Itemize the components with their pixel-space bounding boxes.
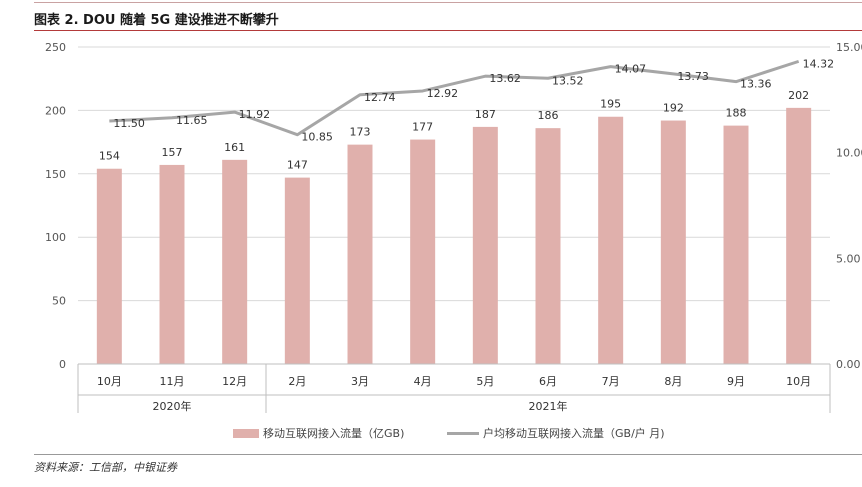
line-data-label: 11.65 bbox=[176, 114, 208, 127]
y-left-tick-label: 250 bbox=[45, 41, 66, 54]
axes: 0 50 100 150 200 250 0.00 5.00 10.00 15.00 10月 11月 1… bbox=[45, 41, 862, 413]
bottom-rule bbox=[34, 454, 862, 455]
bar-data-label: 157 bbox=[162, 146, 183, 159]
line-data-label: 12.92 bbox=[427, 87, 459, 100]
x-tick-label: 10月 bbox=[97, 375, 122, 388]
x-group-label: 2021年 bbox=[529, 399, 568, 413]
y-left-tick-label: 150 bbox=[45, 168, 66, 181]
line-path bbox=[109, 59, 800, 137]
y-left-tick-label: 50 bbox=[52, 295, 66, 308]
figure-title: 图表 2. DOU 随着 5G 建设推进不断攀升 bbox=[34, 13, 279, 28]
bar bbox=[284, 177, 310, 364]
x-tick-label: 9月 bbox=[727, 375, 745, 388]
line-data-labels: 11.50 11.65 11.92 10.85 12.74 12.92 13.62 13.52… bbox=[113, 57, 834, 143]
legend-bar-label: 移动互联网接入流量（亿GB) bbox=[263, 426, 404, 440]
line-data-label: 14.32 bbox=[803, 57, 835, 70]
bar-data-labels: 154 157 161 147 173 177 187 186 195 192 188 202 bbox=[99, 89, 809, 172]
y-right-tick-label: 0.00 bbox=[836, 358, 861, 371]
y-left-tick-label: 200 bbox=[45, 104, 66, 117]
line-data-label: 13.73 bbox=[677, 70, 709, 83]
line-data-label: 14.07 bbox=[615, 63, 647, 76]
bar bbox=[598, 116, 624, 365]
bar-data-label: 161 bbox=[224, 141, 245, 154]
bar-data-label: 187 bbox=[475, 108, 496, 121]
bar-data-label: 192 bbox=[663, 102, 684, 115]
bar bbox=[535, 128, 561, 364]
bar-series bbox=[96, 107, 812, 365]
bar bbox=[222, 159, 248, 364]
bar bbox=[786, 107, 812, 364]
x-tick-label: 2月 bbox=[288, 375, 306, 388]
bar-data-label: 195 bbox=[600, 98, 621, 111]
x-tick-label: 7月 bbox=[602, 375, 620, 388]
line-data-label: 13.36 bbox=[740, 78, 772, 91]
x-tick-label: 3月 bbox=[351, 375, 369, 388]
x-tick-label: 11月 bbox=[160, 375, 185, 388]
line-data-label: 13.52 bbox=[552, 74, 584, 87]
x-tick-label: 6月 bbox=[539, 375, 557, 388]
y-left-tick-label: 100 bbox=[45, 231, 66, 244]
bar bbox=[96, 168, 122, 364]
x-tick-label: 10月 bbox=[786, 375, 811, 388]
x-tick-label: 4月 bbox=[414, 375, 432, 388]
line-series bbox=[109, 59, 800, 137]
bar-data-label: 188 bbox=[726, 107, 747, 120]
bar-data-label: 147 bbox=[287, 159, 308, 172]
bar bbox=[159, 164, 185, 364]
y-left-tick-label: 0 bbox=[59, 358, 66, 371]
legend: 移动互联网接入流量（亿GB) 户均移动互联网接入流量（GB/户 月) bbox=[233, 426, 665, 440]
line-data-label: 13.62 bbox=[489, 72, 521, 85]
y-right-tick-label: 15.00 bbox=[836, 41, 862, 54]
top-rule bbox=[34, 2, 862, 3]
y-right-tick-label: 10.00 bbox=[836, 147, 862, 160]
line-data-label: 10.85 bbox=[301, 131, 333, 144]
bar-data-label: 202 bbox=[788, 89, 809, 102]
y-right-tick-label: 5.00 bbox=[836, 252, 861, 265]
x-tick-label: 8月 bbox=[664, 375, 682, 388]
bar-data-label: 154 bbox=[99, 150, 120, 163]
legend-bar-swatch bbox=[233, 429, 259, 438]
bar bbox=[472, 126, 498, 364]
source-note: 资料来源：工信部，中银证券 bbox=[34, 461, 177, 474]
x-group-label: 2020年 bbox=[153, 399, 192, 413]
x-tick-label: 5月 bbox=[476, 375, 494, 388]
bar-data-label: 186 bbox=[538, 109, 559, 122]
bar bbox=[347, 144, 373, 364]
bar bbox=[410, 139, 436, 364]
bar-data-label: 177 bbox=[412, 121, 433, 134]
line-data-label: 11.92 bbox=[239, 108, 271, 121]
bar bbox=[660, 120, 686, 364]
line-data-label: 12.74 bbox=[364, 91, 396, 104]
x-tick-label: 12月 bbox=[222, 375, 247, 388]
bar bbox=[723, 125, 749, 364]
line-data-label: 11.50 bbox=[113, 117, 145, 130]
title-rule bbox=[34, 30, 862, 31]
bar-data-label: 173 bbox=[350, 126, 371, 139]
legend-line-label: 户均移动互联网接入流量（GB/户 月) bbox=[483, 426, 665, 440]
